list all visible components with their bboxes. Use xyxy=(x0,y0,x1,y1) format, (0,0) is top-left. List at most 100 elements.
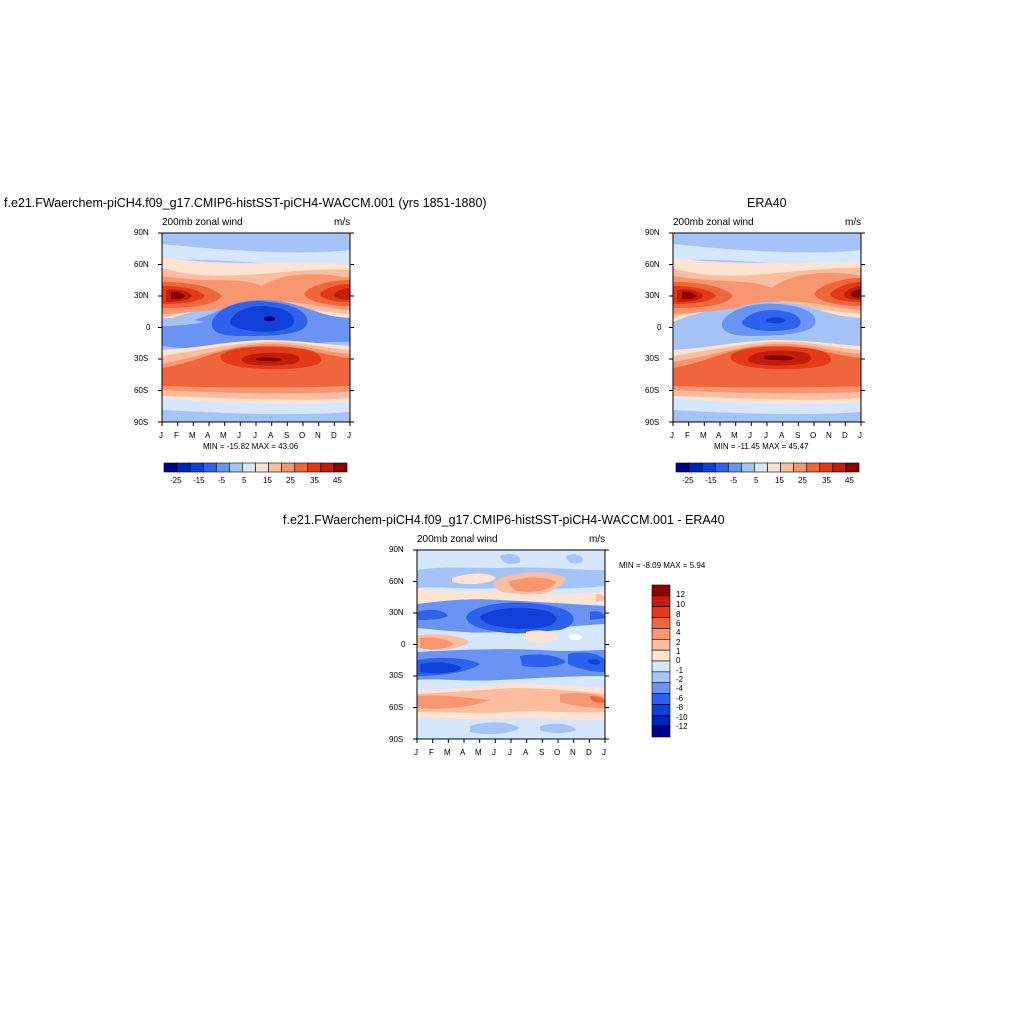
panel2-xlabel-0: J xyxy=(670,431,674,440)
panel3-xlabel-11: D xyxy=(586,748,592,757)
panel2-cbar-label-4: 15 xyxy=(775,476,784,485)
panel3-cbar-label-1: 10 xyxy=(676,600,685,609)
colorbar-swatch xyxy=(651,725,671,738)
panel1-cbar-label-5: 25 xyxy=(286,476,295,485)
colorbar-swatch xyxy=(651,595,671,608)
panel3-cbar-label-5: 2 xyxy=(676,638,681,647)
colorbar-swatch xyxy=(651,682,671,694)
panel3-xlabel-2: M xyxy=(444,748,451,757)
panel1-xlabel-2: M xyxy=(189,431,196,440)
panel2-xlabel-4: M xyxy=(731,431,738,440)
panel1-xlabel-0: J xyxy=(159,431,163,440)
panel1-ylabel-1: 60N xyxy=(134,260,149,269)
panel1-y-ticks xyxy=(158,232,354,423)
panel3-xlabel-4: M xyxy=(475,748,482,757)
panel3-xlabel-10: N xyxy=(570,748,576,757)
panel1-min-max: MIN = -15.82 MAX = 43.06 xyxy=(203,442,299,451)
panel1-cbar-label-7: 45 xyxy=(333,476,342,485)
panel1-unit-label: m/s xyxy=(334,217,351,228)
panel2-cbar-label-7: 45 xyxy=(845,476,854,485)
panel2-xlabel-10: N xyxy=(826,431,832,440)
panel2-xlabel-1: F xyxy=(685,431,690,440)
panel1-xlabel-12: J xyxy=(347,431,351,440)
panel3-cbar-label-6: 1 xyxy=(676,647,681,656)
panel1-xlabel-4: M xyxy=(220,431,227,440)
panel3-ylabel-0: 90N xyxy=(389,545,404,554)
panel1-xlabel-6: J xyxy=(253,431,257,440)
panel1-cbar-label-4: 15 xyxy=(263,476,272,485)
panel3-min-max: MIN = -8.09 MAX = 5.94 xyxy=(619,561,706,570)
panel1-xlabel-9: O xyxy=(299,431,306,440)
panel3-xlabel-12: J xyxy=(602,748,606,757)
panel3-cbar-label-13: -10 xyxy=(676,713,688,722)
panel3-cbar-label-4: 4 xyxy=(676,628,681,637)
panel2-xlabel-9: O xyxy=(810,431,817,440)
panel1-xlabel-11: D xyxy=(331,431,337,440)
panel3-xlabel-8: S xyxy=(539,748,545,757)
panel3-ylabel-6: 90S xyxy=(389,735,404,744)
panel2-cbar-label-3: 5 xyxy=(754,476,759,485)
panel2-xlabel-7: A xyxy=(779,431,785,440)
colorbar-swatch xyxy=(845,462,860,473)
panel1-xlabel-7: A xyxy=(268,431,274,440)
panel2-ylabel-4: 30S xyxy=(645,354,660,363)
panel1-ylabel-3: 0 xyxy=(146,323,151,332)
panel3-title: f.e21.FWaerchem-piCH4.f09_g17.CMIP6-hist… xyxy=(283,513,725,527)
colorbar-swatch xyxy=(651,606,671,618)
panel3-xlabel-9: O xyxy=(554,748,561,757)
panel2-ylabel-1: 60N xyxy=(645,260,660,269)
colorbar-swatch xyxy=(651,617,671,629)
panel3-xlabel-3: A xyxy=(460,748,466,757)
panel3-unit-label: m/s xyxy=(589,534,606,545)
panel3-ylabel-4: 30S xyxy=(389,671,404,680)
colorbar-swatch xyxy=(651,714,671,727)
panel3-cbar-label-10: -4 xyxy=(676,684,684,693)
panel1-ylabel-2: 30N xyxy=(134,291,149,300)
panel2-ylabel-2: 30N xyxy=(645,291,660,300)
panel1-cbar-label-3: 5 xyxy=(242,476,247,485)
panel3-cbar-label-11: -6 xyxy=(676,694,684,703)
panel1-x-ticks xyxy=(161,422,351,426)
colorbar-swatch xyxy=(651,638,671,651)
panel3-cbar-label-7: 0 xyxy=(676,656,681,665)
panel1-ylabel-5: 60S xyxy=(134,386,149,395)
panel2-left-label: 200mb zonal wind xyxy=(673,217,754,228)
panel2-xlabel-3: A xyxy=(716,431,722,440)
panel3-cbar-label-14: -12 xyxy=(676,722,688,731)
panel2-cbar-label-2: -5 xyxy=(730,476,738,485)
panel2-ylabel-3: 0 xyxy=(657,323,662,332)
panel2-xlabel-11: D xyxy=(842,431,848,440)
panel1-cbar-label-1: -15 xyxy=(193,476,205,485)
panel2-ylabel-5: 60S xyxy=(645,386,660,395)
panel2-cbar-label-5: 25 xyxy=(798,476,807,485)
panel3-ylabel-5: 60S xyxy=(389,703,404,712)
panel3-ylabel-3: 0 xyxy=(401,640,406,649)
panel1-xlabel-10: N xyxy=(315,431,321,440)
colorbar-swatch xyxy=(651,693,671,705)
panel1-ylabel-4: 30S xyxy=(134,354,149,363)
panel2-xlabel-5: J xyxy=(748,431,752,440)
panel2-min-max: MIN = -11.45 MAX = 45.47 xyxy=(714,442,809,451)
panel1-title: f.e21.FWaerchem-piCH4.f09_g17.CMIP6-hist… xyxy=(4,196,487,210)
panel3-ylabel-2: 30N xyxy=(389,608,404,617)
panel1-xlabel-5: J xyxy=(237,431,241,440)
colorbar-swatch xyxy=(651,628,671,640)
panel1-cbar-label-0: -25 xyxy=(170,476,182,485)
panel3-cbar-label-8: -1 xyxy=(676,666,684,675)
panel2-xlabel-8: S xyxy=(795,431,801,440)
colorbar-swatch xyxy=(651,660,671,673)
panel3-left-label: 200mb zonal wind xyxy=(417,534,498,545)
panel3-xlabel-5: J xyxy=(492,748,496,757)
panel1-cbar-label-6: 35 xyxy=(310,476,319,485)
panel3-xlabel-6: J xyxy=(508,748,512,757)
panel2-xlabel-6: J xyxy=(764,431,768,440)
panel3-cbar-label-0: 12 xyxy=(676,590,685,599)
panel1-xlabel-3: A xyxy=(205,431,211,440)
panel2-cbar-label-6: 35 xyxy=(822,476,831,485)
